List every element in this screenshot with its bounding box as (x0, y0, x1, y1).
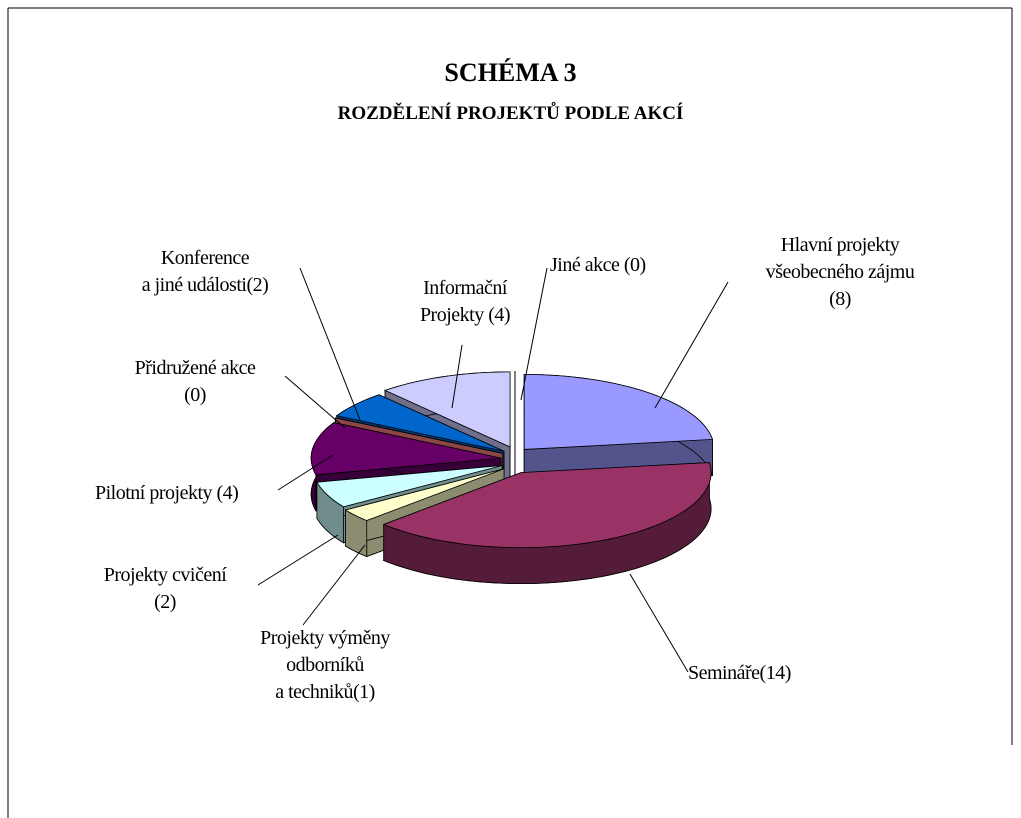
label-category: Přidružené akce (134, 357, 256, 379)
slice (335, 394, 505, 452)
slice (335, 417, 503, 454)
slice (344, 468, 505, 521)
label-value: (2) (154, 591, 176, 613)
label-category: Hlavní projekty všeobecného zájmu (765, 234, 915, 283)
label-category: Semináře (688, 662, 760, 684)
label-category: Pilotní projekty (95, 482, 213, 504)
data-label: Pilotní projekty (4) (95, 480, 355, 507)
label-category: Konference a jiné události (141, 247, 250, 296)
data-label: Hlavní projekty všeobecného zájmu (8) (740, 232, 940, 313)
leader-line (520, 267, 548, 401)
leader-line (302, 544, 366, 626)
leader-line (277, 454, 334, 491)
chart-title: SCHÉMA 3 (444, 58, 577, 87)
label-category: Informační Projekty (419, 277, 507, 326)
label-value: (8) (829, 288, 851, 310)
data-label: Projekty cvičení (2) (65, 562, 265, 616)
label-category: Jiné akce (550, 254, 620, 276)
chart-subtitle: ROZDĚLENÍ PROJEKTŮ PODLE AKCÍ (337, 103, 684, 124)
slice (383, 371, 511, 448)
leader-line (284, 375, 346, 429)
leader-line (629, 573, 689, 673)
slice (316, 465, 503, 508)
slice (382, 462, 712, 549)
data-label: Přidružené akce (0) (95, 355, 295, 409)
label-value: (2) (246, 274, 269, 296)
label-value: (1) (352, 681, 375, 703)
label-category: Projekty cvičení (103, 564, 227, 586)
data-label: Informační Projekty (4) (365, 275, 565, 329)
label-value: (14) (759, 662, 792, 684)
data-label: Projekty výměny odborníků a techniků(1) (225, 625, 425, 706)
slice-tops (310, 371, 714, 549)
label-value: (0) (623, 254, 646, 276)
slice (523, 374, 714, 450)
data-label: Konference a jiné události(2) (105, 245, 305, 299)
leader-line (299, 267, 361, 421)
label-value: (4) (488, 304, 511, 326)
data-label: Jiné akce (0) (550, 252, 750, 279)
label-value: (4) (216, 482, 239, 504)
leader-line (654, 281, 729, 409)
label-value: (0) (184, 384, 206, 406)
data-label: Semináře(14) (688, 660, 888, 687)
leader-line (257, 534, 339, 586)
leader-line (451, 344, 463, 409)
label-category: Projekty výměny odborníků a techniků (260, 627, 390, 703)
